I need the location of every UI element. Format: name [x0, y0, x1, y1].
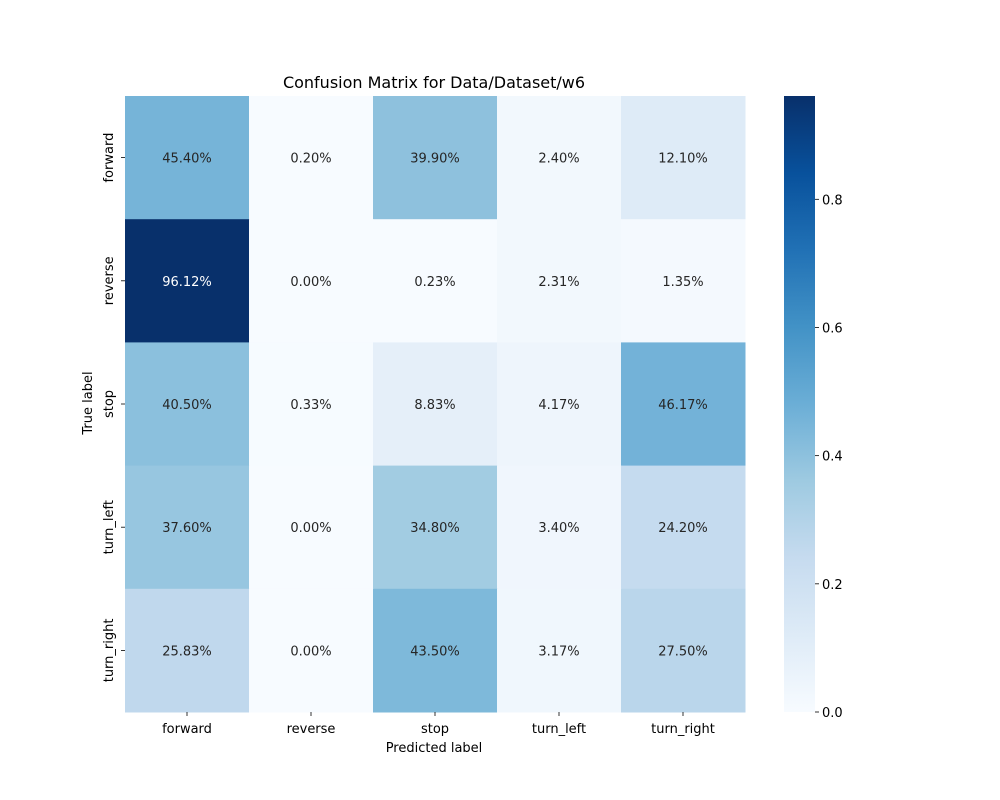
heatmap-cell-stop-stop: [373, 342, 498, 467]
cell-value-label: 24.20%: [658, 521, 708, 536]
y-tick-label: stop: [102, 390, 117, 418]
cell-value-label: 45.40%: [162, 152, 212, 167]
cell-value-label: 0.00%: [290, 275, 331, 290]
cell-value-label: 3.17%: [538, 644, 579, 659]
heatmap-cell-turn_right-forward: [125, 588, 250, 713]
y-tick-label: turn_right: [102, 619, 117, 683]
heatmap-cell-stop-turn_left: [497, 342, 622, 467]
cell-value-label: 37.60%: [162, 521, 212, 536]
y-axis-label: True label: [81, 371, 96, 435]
heatmap-cell-turn_left-reverse: [249, 465, 374, 590]
cell-value-label: 1.35%: [662, 275, 703, 290]
cell-value-label: 46.17%: [658, 398, 708, 413]
heatmap-cell-reverse-turn_right: [621, 219, 746, 343]
cell-value-label: 39.90%: [410, 152, 460, 167]
heatmap-cell-forward-reverse: [249, 96, 374, 220]
y-tick-label: forward: [102, 133, 117, 183]
heatmap-cell-reverse-reverse: [249, 219, 374, 343]
cell-value-label: 0.33%: [290, 398, 331, 413]
cell-value-label: 43.50%: [410, 644, 460, 659]
heatmap-cell-turn_right-stop: [373, 588, 498, 713]
chart-title: Confusion Matrix for Data/Dataset/w6: [283, 73, 585, 92]
heatmap-cell-reverse-forward: [125, 219, 250, 343]
heatmap-cell-stop-reverse: [249, 342, 374, 467]
colorbar-tick-label: 0.8: [822, 193, 843, 208]
colorbar: [784, 96, 815, 712]
cell-value-label: 0.20%: [290, 152, 331, 167]
y-tick-label: reverse: [102, 256, 117, 305]
cell-value-label: 0.00%: [290, 644, 331, 659]
x-axis-label: Predicted label: [386, 741, 483, 756]
cell-value-label: 4.17%: [538, 398, 579, 413]
heatmap-cell-turn_right-reverse: [249, 588, 374, 713]
cell-value-label: 0.23%: [414, 275, 455, 290]
colorbar-tick-label: 0.0: [822, 706, 843, 721]
cell-value-label: 34.80%: [410, 521, 460, 536]
heatmap-cell-forward-turn_right: [621, 96, 746, 220]
cell-value-label: 8.83%: [414, 398, 455, 413]
cell-value-label: 12.10%: [658, 152, 708, 167]
colorbar-tick-label: 0.2: [822, 578, 843, 593]
heatmap-cell-turn_left-forward: [125, 465, 250, 590]
cell-value-label: 96.12%: [162, 275, 212, 290]
y-axis-ticks: forward reverse stop turn_left turn_right: [102, 133, 125, 683]
x-tick-label: forward: [162, 722, 212, 737]
x-tick-label: turn_right: [651, 722, 715, 737]
heatmap-cell-forward-forward: [125, 96, 250, 220]
heatmap-cells: [125, 96, 746, 713]
heatmap-cell-turn_right-turn_right: [621, 588, 746, 713]
heatmap-cell-turn_left-stop: [373, 465, 498, 590]
cell-value-label: 25.83%: [162, 644, 212, 659]
heatmap-cell-forward-turn_left: [497, 96, 622, 220]
heatmap-cell-turn_right-turn_left: [497, 588, 622, 713]
x-tick-label: reverse: [287, 722, 336, 737]
cell-value-label: 2.40%: [538, 152, 579, 167]
cell-labels: 45.40% 0.20% 39.90% 2.40% 12.10% 96.12% 0.00% 0…: [162, 152, 708, 660]
cell-value-label: 40.50%: [162, 398, 212, 413]
cell-value-label: 0.00%: [290, 521, 331, 536]
cell-value-label: 3.40%: [538, 521, 579, 536]
x-tick-label: stop: [421, 722, 449, 737]
y-tick-label: turn_left: [102, 500, 117, 554]
heatmap-cell-reverse-stop: [373, 219, 498, 343]
cell-value-label: 2.31%: [538, 275, 579, 290]
heatmap-cell-turn_left-turn_left: [497, 465, 622, 590]
colorbar-tick-label: 0.4: [822, 450, 843, 465]
x-tick-label: turn_left: [532, 722, 586, 737]
heatmap-cell-stop-turn_right: [621, 342, 746, 467]
x-axis-ticks: forward reverse stop turn_left turn_right: [162, 712, 715, 737]
heatmap-cell-forward-stop: [373, 96, 498, 220]
heatmap-cell-reverse-turn_left: [497, 219, 622, 343]
colorbar-ticks: 0.0 0.2 0.4 0.6 0.8: [815, 193, 843, 721]
cell-value-label: 27.50%: [658, 644, 708, 659]
heatmap-cell-turn_left-turn_right: [621, 465, 746, 590]
colorbar-tick-label: 0.6: [822, 321, 843, 336]
heatmap-cell-stop-forward: [125, 342, 250, 467]
